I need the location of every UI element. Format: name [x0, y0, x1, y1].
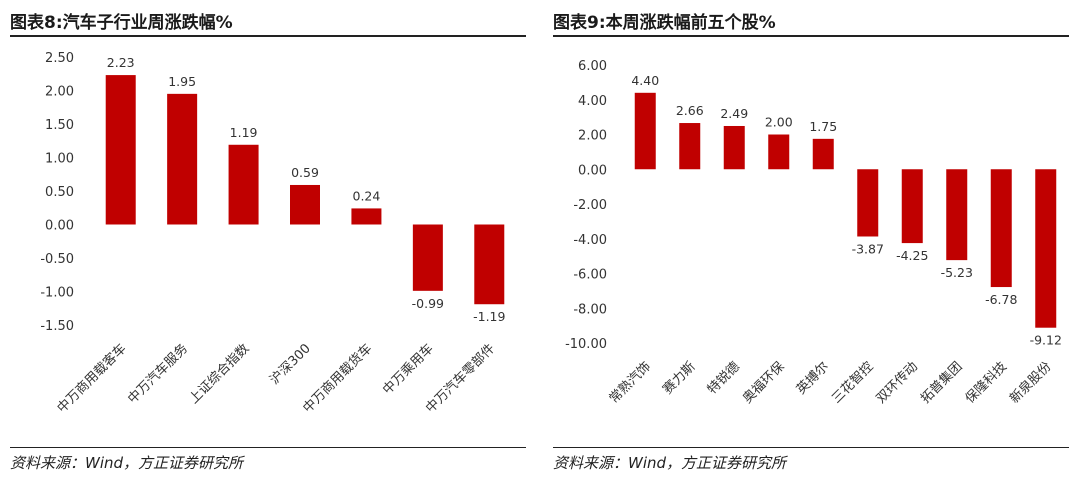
category-label: 沪深300 [267, 341, 314, 388]
chart-panel-sector-weekly: 图表8:汽车子行业周涨跌幅% 2.50 2.00 1.50 1.00 0.50 0.00 -… [10, 0, 535, 479]
bar [228, 144, 259, 225]
data-label: 2.66 [676, 103, 704, 118]
category-label: 奥福环保 [740, 359, 787, 406]
data-label: -3.87 [852, 241, 884, 256]
y-tick-label: -6.00 [573, 268, 607, 283]
category-label: 上证综合指数 [187, 341, 253, 407]
bar [351, 208, 382, 225]
bar [857, 169, 879, 237]
y-tick-label: 1.50 [45, 118, 74, 133]
y-tick-label: 6.00 [578, 59, 607, 74]
y-tick-label: -1.50 [40, 319, 74, 334]
y-tick-label: 0.00 [45, 219, 74, 234]
data-label: -6.78 [985, 292, 1017, 307]
data-label: 1.75 [809, 119, 837, 134]
category-label: 中万商用载客车 [54, 341, 130, 417]
bar [167, 93, 198, 225]
bar [634, 92, 656, 170]
data-label: -4.25 [896, 248, 928, 263]
bar [290, 184, 320, 225]
bar [1035, 169, 1057, 328]
y-tick-label: 2.00 [578, 129, 607, 144]
y-tick-label: 0.50 [45, 185, 74, 200]
y-tick-label: 2.50 [45, 51, 74, 66]
bar [474, 224, 505, 305]
y-tick-label: 1.00 [45, 152, 74, 167]
bar [679, 123, 701, 170]
bar [412, 224, 443, 291]
data-label: 1.95 [168, 74, 196, 89]
bar [812, 138, 834, 170]
category-label: 三花智控 [828, 359, 876, 407]
bar [105, 75, 136, 225]
category-label: 新泉股份 [1006, 359, 1054, 407]
bar [723, 125, 745, 170]
data-label: 1.19 [230, 125, 258, 140]
y-tick-label: 0.00 [578, 163, 607, 178]
y-tick-label: -10.00 [565, 337, 607, 352]
bar [901, 169, 923, 244]
bar [768, 134, 790, 170]
data-label: -0.99 [412, 296, 444, 311]
bar [990, 169, 1012, 288]
data-label: 0.59 [291, 165, 319, 180]
category-label: 双环传动 [874, 359, 921, 406]
chart-title: 图表8:汽车子行业周涨跌幅% [10, 13, 233, 33]
y-tick-label: -2.00 [573, 198, 607, 213]
data-label: -5.23 [941, 265, 973, 280]
chart-title: 图表9:本周涨跌幅前五个股% [553, 13, 776, 33]
data-label: 4.40 [631, 73, 659, 88]
y-tick-label: -4.00 [573, 233, 607, 248]
title-rule [553, 35, 1069, 37]
y-tick-label: -1.00 [40, 286, 74, 301]
category-label: 拓普集团 [917, 359, 965, 407]
title-rule [10, 35, 526, 37]
chart-panel-top-stocks: 图表9:本周涨跌幅前五个股% 6.00 4.00 2.00 0.00 -2.00 -4.0… [553, 0, 1078, 479]
y-tick-label: 2.00 [45, 85, 74, 100]
source-rule [553, 447, 1069, 448]
stock-bar-chart: 6.00 4.00 2.00 0.00 -2.00 -4.00 -6.00 -8.00 -10.… [565, 59, 1062, 407]
data-label: 2.23 [107, 55, 135, 70]
y-tick-label: -8.00 [573, 302, 607, 317]
source-note: 资料来源：Wind，方正证券研究所 [10, 454, 244, 472]
bar [946, 169, 968, 261]
category-label: 保隆科技 [963, 359, 1010, 406]
data-label: 2.49 [720, 106, 748, 121]
source-note: 资料来源：Wind，方正证券研究所 [553, 454, 787, 472]
source-rule [10, 447, 526, 448]
category-label: 常熟汽饰 [606, 359, 654, 407]
category-label: 赛力斯 [660, 359, 699, 398]
data-label: -1.19 [473, 309, 505, 324]
category-label: 特锐德 [705, 359, 743, 397]
category-label: 中万汽车服务 [124, 341, 190, 407]
y-tick-label: 4.00 [578, 94, 607, 109]
data-label: 2.00 [765, 115, 793, 130]
y-tick-label: -0.50 [40, 252, 74, 267]
category-label: 中万乘用车 [379, 341, 436, 398]
category-label: 英搏尔 [793, 359, 832, 398]
sector-bar-chart: 2.50 2.00 1.50 1.00 0.50 0.00 -0.50 -1.00 -1.50 2… [40, 51, 505, 417]
data-label: 0.24 [353, 188, 381, 203]
data-label: -9.12 [1030, 333, 1062, 348]
